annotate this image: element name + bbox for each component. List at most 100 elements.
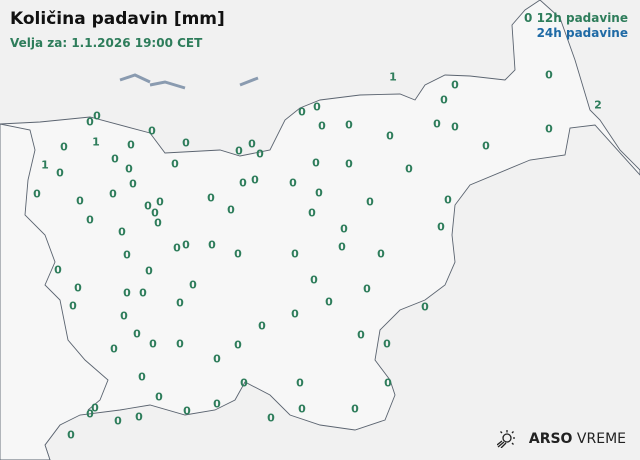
station-value: 0 <box>176 296 184 310</box>
station-value: 0 <box>433 117 441 131</box>
station-value: 0 <box>421 300 429 314</box>
station-value: 0 <box>183 404 191 418</box>
station-value: 0 <box>291 247 299 261</box>
station-value: 0 <box>296 376 304 390</box>
station-value: 0 <box>133 327 141 341</box>
station-value: 0 <box>267 411 275 425</box>
station-value: 0 <box>155 390 163 404</box>
station-value: 0 <box>123 248 131 262</box>
station-value: 0 <box>340 222 348 236</box>
station-value: 0 <box>149 337 157 351</box>
station-value: 0 <box>207 191 215 205</box>
station-value: 0 <box>33 187 41 201</box>
station-value: 0 <box>139 286 147 300</box>
station-value: 0 <box>451 78 459 92</box>
station-value: 0 <box>444 193 452 207</box>
station-value: 0 <box>325 295 333 309</box>
station-value: 0 <box>213 397 221 411</box>
legend-sample-value: 0 <box>524 11 533 25</box>
station-value: 0 <box>313 100 321 114</box>
station-value: 0 <box>357 328 365 342</box>
station-value: 0 <box>213 352 221 366</box>
station-value: 0 <box>298 105 306 119</box>
station-value: 0 <box>144 199 152 213</box>
station-value: 0 <box>239 176 247 190</box>
valid-time: Velja za: 1.1.2026 19:00 CET <box>10 36 203 50</box>
western-border <box>0 123 109 411</box>
station-value: 0 <box>109 187 117 201</box>
station-value: 0 <box>248 137 256 151</box>
station-value: 0 <box>312 156 320 170</box>
station-value: 0 <box>235 144 243 158</box>
station-value: 0 <box>386 129 394 143</box>
station-value: 0 <box>345 118 353 132</box>
station-value: 0 <box>545 68 553 82</box>
station-value: 0 <box>118 225 126 239</box>
map-title: Količina padavin [mm] <box>10 9 225 29</box>
station-value: 0 <box>251 173 259 187</box>
station-value: 0 <box>451 120 459 134</box>
station-value: 0 <box>156 195 164 209</box>
station-value: 0 <box>384 376 392 390</box>
station-value: 0 <box>54 263 62 277</box>
station-value: 0 <box>308 206 316 220</box>
station-value: 0 <box>227 203 235 217</box>
station-value: 0 <box>383 337 391 351</box>
station-value: 0 <box>86 407 94 421</box>
station-value: 0 <box>315 186 323 200</box>
station-value: 1 <box>41 158 49 172</box>
lake <box>119 73 151 84</box>
legend-24h-label: 24h padavine <box>536 26 628 40</box>
station-value: 0 <box>310 273 318 287</box>
station-value: 0 <box>377 247 385 261</box>
station-value: 0 <box>129 177 137 191</box>
station-value: 0 <box>240 376 248 390</box>
station-value: 0 <box>151 206 159 220</box>
station-value: 0 <box>482 139 490 153</box>
station-value: 0 <box>125 162 133 176</box>
station-value: 0 <box>366 195 374 209</box>
station-value: 0 <box>440 93 448 107</box>
station-value: 0 <box>437 220 445 234</box>
station-value: 0 <box>173 241 181 255</box>
station-value: 0 <box>405 162 413 176</box>
arso-logo: ARSO VREME <box>496 430 626 448</box>
station-value: 0 <box>86 213 94 227</box>
station-value: 0 <box>56 166 64 180</box>
station-value: 0 <box>145 264 153 278</box>
station-value: 0 <box>182 136 190 150</box>
station-value: 0 <box>318 119 326 133</box>
station-value: 0 <box>154 216 162 230</box>
lake <box>149 80 186 90</box>
station-value: 0 <box>189 278 197 292</box>
station-value: 1 <box>92 135 100 149</box>
station-value: 0 <box>176 337 184 351</box>
station-value: 1 <box>389 70 397 84</box>
station-value: 0 <box>171 157 179 171</box>
station-value: 0 <box>338 240 346 254</box>
station-value: 0 <box>60 140 68 154</box>
station-value: 0 <box>291 307 299 321</box>
station-value: 0 <box>138 370 146 384</box>
station-value: 0 <box>298 402 306 416</box>
station-value: 0 <box>234 247 242 261</box>
station-value: 0 <box>123 286 131 300</box>
station-value: 0 <box>351 402 359 416</box>
station-value: 0 <box>258 319 266 333</box>
logo-product: VREME <box>576 431 626 447</box>
sun-logo-icon <box>496 430 515 448</box>
station-value: 0 <box>74 281 82 295</box>
station-value: 0 <box>93 109 101 123</box>
station-value: 0 <box>363 282 371 296</box>
legend-12h: 0 12h padavine <box>524 11 628 26</box>
station-value: 0 <box>148 124 156 138</box>
lake <box>239 76 259 87</box>
station-value: 0 <box>114 414 122 428</box>
legend: 0 12h padavine 24h padavine <box>524 11 628 41</box>
logo-brand: ARSO <box>528 431 573 447</box>
station-value: 0 <box>76 194 84 208</box>
station-value: 0 <box>111 152 119 166</box>
station-value: 0 <box>545 122 553 136</box>
station-value: 0 <box>120 309 128 323</box>
